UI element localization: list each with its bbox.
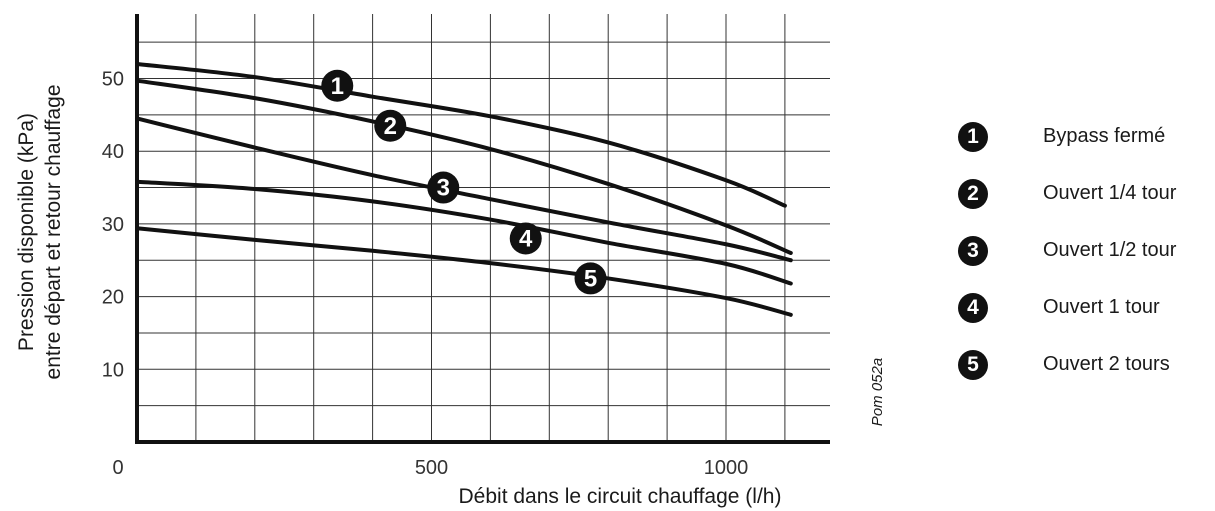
series-marker-number: 4 — [519, 225, 533, 252]
reference-code: Pom 052a — [869, 358, 886, 426]
x-tick-label: 1000 — [704, 457, 749, 479]
series-markers: 1 2 3 4 5 — [321, 69, 607, 295]
series-line-2 — [135, 78, 793, 255]
series-marker-number: 3 — [437, 175, 450, 202]
series-line-5 — [135, 226, 793, 317]
series-line-3 — [135, 116, 793, 263]
series-marker-5 — [574, 262, 607, 295]
series-marker-number: 1 — [331, 73, 344, 100]
legend-item: 1 Bypass fermé — [958, 108, 1215, 165]
series-marker-1 — [321, 69, 354, 102]
y-tick-label: 30 — [102, 214, 124, 236]
legend-item: 3 Ouvert 1/2 tour — [958, 222, 1215, 279]
y-tick-label: 10 — [102, 359, 124, 381]
legend-label: Ouvert 1/4 tour — [1043, 182, 1177, 204]
y-tick-label: 20 — [102, 287, 124, 309]
legend-item: 2 Ouvert 1/4 tour — [958, 165, 1215, 222]
legend-badge: 2 — [958, 178, 988, 209]
series-lines — [135, 61, 793, 317]
series-marker-number: 5 — [584, 265, 597, 292]
legend-label: Ouvert 1/2 tour — [1043, 239, 1177, 261]
x-axis-label: Débit dans le circuit chauffage (l/h) — [459, 485, 782, 508]
series-marker-number: 2 — [384, 113, 397, 140]
y-tick-label: 40 — [102, 141, 124, 163]
legend-badge: 1 — [958, 121, 988, 152]
legend-label: Bypass fermé — [1043, 125, 1166, 147]
legend-label: Ouvert 1 tour — [1043, 296, 1160, 318]
series-marker-2 — [374, 109, 407, 142]
legend-badge: 3 — [958, 235, 988, 266]
series-marker-4 — [509, 222, 542, 255]
legend-item: 5 Ouvert 2 tours — [958, 336, 1215, 393]
series-line-4 — [135, 179, 793, 286]
grid — [137, 14, 830, 442]
y-tick-label: 50 — [102, 69, 124, 91]
x-tick-label: 0 — [112, 457, 123, 479]
legend: 1 Bypass fermé 2 Ouvert 1/4 tour 3 Ouvert 1/2… — [958, 108, 1215, 393]
legend-badge: 5 — [958, 349, 988, 380]
legend-badge: 4 — [958, 292, 988, 323]
y-axis-label-line-2: entre départ et retour chauffage — [42, 85, 65, 380]
y-axis-label-line-1: Pression disponible (kPa) — [15, 113, 38, 351]
legend-item: 4 Ouvert 1 tour — [958, 279, 1215, 336]
legend-label: Ouvert 2 tours — [1043, 353, 1170, 375]
series-marker-3 — [427, 171, 460, 204]
series-line-1 — [135, 61, 787, 208]
x-tick-label: 500 — [415, 457, 448, 479]
